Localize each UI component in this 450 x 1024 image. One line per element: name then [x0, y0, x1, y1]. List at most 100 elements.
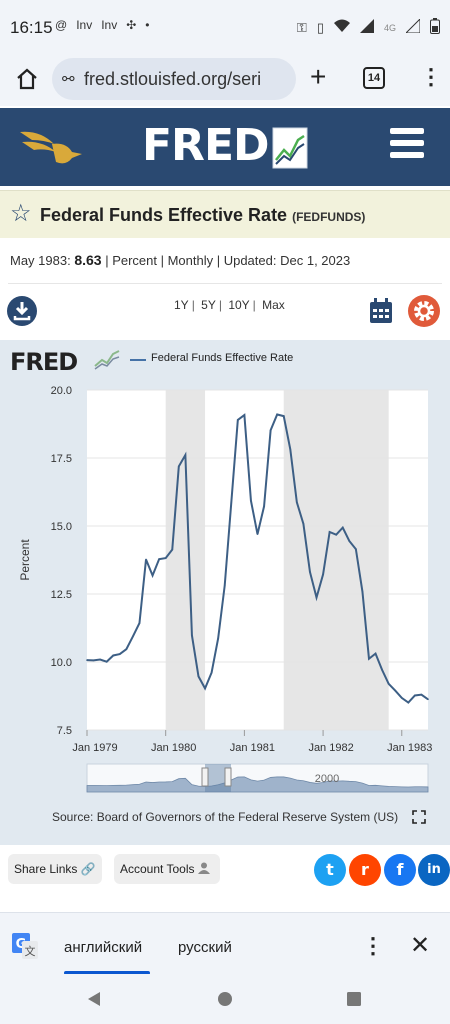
link-icon: 🔗 [81, 862, 96, 876]
twitter-share-icon[interactable]: t [314, 854, 346, 886]
data-point [106, 661, 108, 663]
data-point [335, 534, 337, 536]
google-translate-icon[interactable]: G 文 [12, 933, 38, 959]
data-point [270, 429, 272, 431]
account-tools-label: Account Tools [120, 862, 195, 876]
data-point [126, 648, 128, 650]
data-point [303, 523, 305, 525]
calendar-button[interactable] [369, 298, 393, 324]
fred-logo[interactable]: FRED [142, 120, 269, 171]
y-tick-label: 7.5 [57, 725, 72, 737]
dot-icon: • [145, 18, 149, 32]
y-tick-label: 17.5 [51, 453, 72, 465]
back-icon[interactable] [86, 991, 102, 1007]
line-chart[interactable]: 7.5 10.0 12.5 15.0 17.5 20.0 Jan 1979 Jan 1980 J… [0, 340, 450, 810]
data-point [93, 660, 95, 662]
vibrate-icon: ▯ [317, 20, 324, 36]
series-title-bar: ☆ Federal Funds Effective Rate (FEDFUNDS… [0, 190, 450, 238]
data-point [381, 669, 383, 671]
data-point [171, 549, 173, 551]
system-icons: ⚿ ▯ 4G [297, 18, 440, 37]
share-links-button[interactable]: Share Links 🔗 [8, 854, 102, 884]
data-point [211, 672, 213, 674]
series-units: | Percent | Monthly | Updated: [105, 253, 276, 268]
data-point [158, 558, 160, 560]
data-point [257, 533, 259, 535]
data-point [191, 635, 193, 637]
main-menu-button[interactable] [390, 128, 424, 164]
date-range-links: 1Y | 5Y | 10Y | Max [174, 298, 285, 312]
source-text: Source: Board of Governors of the Federa… [52, 810, 398, 824]
y-tick-label: 10.0 [51, 657, 72, 669]
account-tools-button[interactable]: Account Tools [114, 854, 220, 884]
range-5y-link[interactable]: 5Y [201, 298, 216, 312]
navigator-handle-right [225, 768, 231, 786]
data-point [421, 694, 423, 696]
linkedin-share-icon[interactable]: in [418, 854, 450, 886]
data-point [362, 591, 364, 593]
data-point [86, 659, 88, 661]
data-point [427, 698, 429, 700]
data-point [237, 419, 239, 421]
data-point [309, 571, 311, 573]
download-button[interactable] [7, 296, 37, 326]
data-point [112, 655, 114, 657]
x-tick-label: Jan 1980 [151, 742, 196, 754]
settings-button[interactable] [408, 295, 440, 327]
signal-icon [360, 19, 374, 36]
translate-close-button[interactable]: ✕ [410, 931, 430, 960]
data-point [329, 531, 331, 533]
data-point [388, 683, 390, 685]
reddit-share-icon[interactable]: r [349, 854, 381, 886]
address-bar[interactable]: ⚯ fred.stlouisfed.org/seri [52, 58, 296, 100]
range-1y-link[interactable]: 1Y [174, 298, 189, 312]
language-tab-english[interactable]: английский [64, 939, 142, 956]
data-point [414, 695, 416, 697]
y-tick-label: 20.0 [51, 385, 72, 397]
star-icon[interactable]: ☆ [10, 201, 32, 227]
battery-icon [430, 18, 440, 37]
home-nav-icon[interactable] [217, 991, 233, 1007]
investing-icon: Inv [101, 18, 117, 32]
x-tick-label: Jan 1983 [387, 742, 432, 754]
home-button[interactable] [12, 64, 42, 94]
data-point [283, 415, 285, 417]
site-settings-icon[interactable]: ⚯ [62, 70, 75, 88]
translate-menu-button[interactable]: ⋮ [362, 933, 384, 959]
data-point [394, 690, 396, 692]
new-tab-button[interactable]: + [310, 62, 326, 92]
eagle-logo-icon[interactable] [18, 126, 84, 170]
series-id: (FEDFUNDS) [292, 210, 365, 224]
recents-icon[interactable] [346, 991, 362, 1007]
range-10y-link[interactable]: 10Y [228, 298, 249, 312]
data-point [230, 502, 232, 504]
y-tick-label: 15.0 [51, 521, 72, 533]
fred-graph-icon [272, 126, 308, 170]
status-time: 16:15 [10, 18, 53, 38]
data-point [119, 653, 121, 655]
data-point [296, 502, 298, 504]
at-icon: @ [55, 18, 67, 32]
data-point [342, 527, 344, 529]
data-point [375, 653, 377, 655]
data-point [276, 414, 278, 416]
data-point [349, 540, 351, 542]
navigator-label: 2000 [315, 773, 339, 785]
data-point [145, 559, 147, 561]
tab-switcher-button[interactable]: 14 [363, 67, 385, 89]
url-text[interactable]: fred.stlouisfed.org/seri [84, 69, 261, 90]
fullscreen-icon[interactable] [412, 810, 426, 824]
gear-icon [408, 295, 440, 327]
y-axis-label: Percent [18, 539, 32, 581]
data-point [99, 659, 101, 661]
browser-menu-button[interactable]: ⋮ [420, 64, 442, 90]
data-point [152, 575, 154, 577]
system-navigation-bar [0, 974, 450, 1024]
data-point [185, 454, 187, 456]
signal-icon [406, 19, 420, 36]
data-point [322, 574, 324, 576]
range-max-link[interactable]: Max [262, 298, 285, 312]
language-tab-russian[interactable]: русский [178, 939, 232, 956]
data-point [224, 585, 226, 587]
facebook-share-icon[interactable]: f [384, 854, 416, 886]
